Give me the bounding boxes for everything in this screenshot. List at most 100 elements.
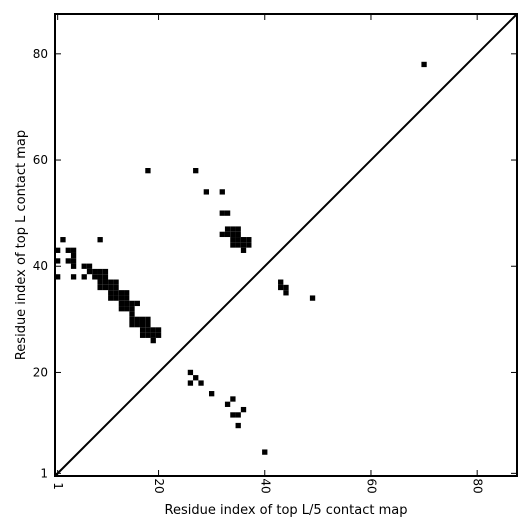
contact-cell-lower xyxy=(65,247,71,253)
contact-cell-lower xyxy=(70,263,77,269)
contact-cell-lower xyxy=(198,380,204,386)
diagonal-line xyxy=(54,13,518,477)
contact-cell-lower xyxy=(145,168,151,174)
contact-cell-lower xyxy=(139,322,146,328)
contact-cell-lower xyxy=(108,279,114,285)
contact-cell-lower xyxy=(309,295,316,301)
contact-cell-lower xyxy=(230,242,236,248)
contact-cell-lower xyxy=(224,231,231,238)
contact-cell-lower xyxy=(203,189,209,195)
contact-cell-lower xyxy=(139,332,146,338)
axis-ticks: 1 20 40 60 80 1 20 40 60 80 xyxy=(33,14,517,494)
plot-frame xyxy=(54,13,518,477)
contact-cell-lower xyxy=(70,274,77,280)
contact-cell-lower xyxy=(139,316,146,322)
y-tick-label: 40 xyxy=(33,259,48,273)
contact-cell-lower xyxy=(193,168,199,174)
contact-cell-lower xyxy=(235,412,241,418)
contact-cell-lower xyxy=(283,284,289,291)
contact-cell-lower xyxy=(118,290,125,296)
contact-cell-lower xyxy=(124,290,130,296)
contact-cell-lower xyxy=(86,268,93,275)
contact-cell-lower xyxy=(155,327,162,333)
contact-cell-lower xyxy=(150,337,156,344)
contact-cell-lower xyxy=(55,258,61,264)
contact-cell-lower xyxy=(262,449,268,455)
contact-cell-lower xyxy=(129,316,135,322)
contact-cell-lower xyxy=(124,295,130,301)
x-tick-label: 40 xyxy=(258,478,272,493)
contact-cell-lower xyxy=(70,252,77,259)
contact-cell-lower xyxy=(55,274,61,280)
contact-cell-lower xyxy=(150,327,156,333)
contact-cell-lower xyxy=(235,231,241,238)
contact-cell-lower xyxy=(224,210,231,216)
contact-cell-lower xyxy=(235,226,241,232)
contact-cell-lower xyxy=(240,237,247,243)
contact-cell-lower xyxy=(209,391,215,397)
contact-cell-lower xyxy=(86,263,93,269)
contact-cell-lower xyxy=(219,210,225,216)
contact-cell-lower xyxy=(108,284,114,291)
x-tick-label: 80 xyxy=(471,478,485,493)
contact-cell-lower xyxy=(283,290,289,296)
contact-cell-lower xyxy=(155,332,162,338)
contact-cell-lower xyxy=(129,300,135,307)
contact-cell-lower xyxy=(246,237,252,243)
y-tick-label: 60 xyxy=(33,153,48,167)
contact-cell-upper xyxy=(421,61,427,68)
contact-cell-lower xyxy=(70,247,77,253)
contact-cell-lower xyxy=(219,189,225,195)
contact-cell-lower xyxy=(113,279,119,285)
contact-cell-lower xyxy=(134,316,140,322)
contact-cell-lower xyxy=(230,231,236,238)
contact-cell-lower xyxy=(235,237,241,243)
contact-cell-lower xyxy=(97,284,103,291)
contact-cell-lower xyxy=(278,284,284,291)
contact-cell-lower xyxy=(129,306,135,312)
contact-cell-lower xyxy=(230,237,236,243)
contact-cell-lower xyxy=(81,263,87,269)
contact-cell-lower xyxy=(108,295,114,301)
x-tick-label: 1 xyxy=(51,482,65,490)
y-tick-label: 80 xyxy=(33,47,48,61)
contact-cell-lower xyxy=(97,279,103,285)
contact-cell-lower xyxy=(246,242,252,248)
contact-cell-lower xyxy=(134,322,140,328)
contact-cell-lower xyxy=(92,268,98,275)
contact-cell-lower xyxy=(124,300,130,307)
contact-cell-lower xyxy=(134,300,140,307)
contact-cell-lower xyxy=(118,295,125,301)
contact-cell-lower xyxy=(129,311,135,317)
contact-cell-lower xyxy=(240,406,247,413)
contact-cell-lower xyxy=(230,226,236,232)
contact-cell-lower xyxy=(113,290,119,296)
contact-cell-lower xyxy=(97,237,103,243)
contact-cell-lower xyxy=(187,380,194,386)
contact-cells xyxy=(55,61,427,455)
contact-cell-lower xyxy=(102,274,109,280)
contact-cell-lower xyxy=(235,422,241,429)
contact-cell-lower xyxy=(240,242,247,248)
y-axis-label: Residue index of top L contact map xyxy=(14,130,29,360)
contact-cell-lower xyxy=(219,231,225,238)
contact-cell-lower xyxy=(102,268,109,275)
contact-cell-lower xyxy=(240,247,247,253)
contact-cell-lower xyxy=(193,375,199,381)
contact-cell-lower xyxy=(230,412,236,418)
contact-cell-lower xyxy=(92,274,98,280)
contact-cell-lower xyxy=(118,306,125,312)
contact-cell-lower xyxy=(102,284,109,291)
contact-cell-lower xyxy=(145,332,151,338)
contact-cell-lower xyxy=(150,332,156,338)
x-axis-label: Residue index of top L/5 contact map xyxy=(165,503,408,518)
y-tick-label: 20 xyxy=(33,365,48,379)
contact-cell-lower xyxy=(65,258,71,264)
contact-cell-lower xyxy=(124,306,130,312)
contact-cell-lower xyxy=(70,258,77,264)
y-tick-label: 1 xyxy=(40,466,48,480)
contact-cell-lower xyxy=(108,290,114,296)
contact-cell-lower xyxy=(145,322,151,328)
contact-cell-lower xyxy=(102,279,109,285)
contact-cell-lower xyxy=(224,401,231,407)
